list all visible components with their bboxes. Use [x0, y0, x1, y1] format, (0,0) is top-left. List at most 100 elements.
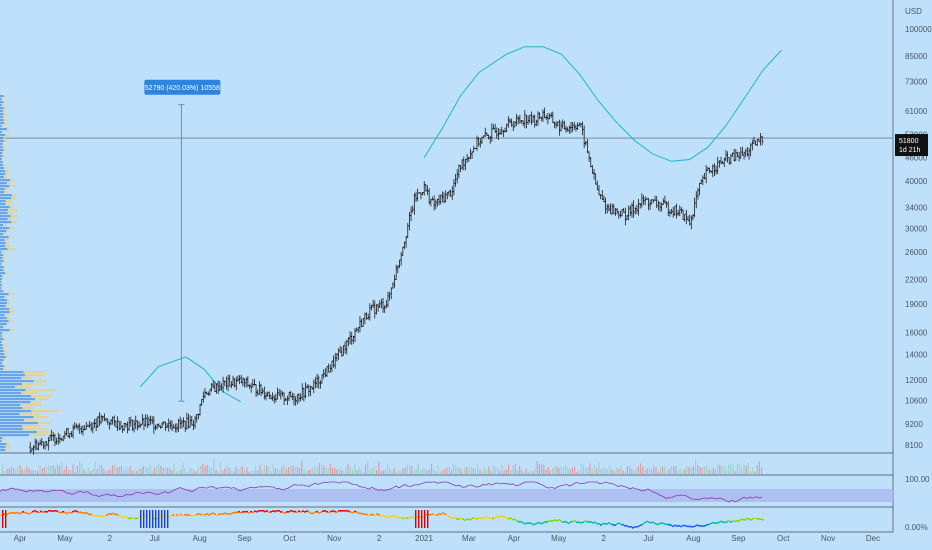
osc-line	[232, 512, 234, 514]
volume-bar	[15, 468, 17, 474]
time-axis[interactable]: Apr May 2 Jul Aug Sep Oct Nov 2 2021 Mar Apr May 2 Jul…	[14, 534, 880, 543]
volume-bar	[723, 466, 725, 474]
osc-line	[250, 510, 252, 513]
volume-bar	[120, 465, 122, 474]
osc-line	[82, 512, 84, 514]
signal-bar	[415, 510, 417, 528]
volume-bar	[527, 471, 529, 474]
osc-line	[408, 516, 410, 519]
osc-line	[594, 521, 596, 524]
volume-bar	[125, 466, 127, 474]
volume-bar	[728, 464, 730, 474]
osc-line	[230, 512, 232, 515]
osc-line	[334, 510, 336, 513]
osc-line	[536, 522, 538, 525]
osc-line	[288, 510, 290, 513]
osc-line	[540, 522, 542, 525]
osc-line	[380, 514, 382, 517]
osc-line	[20, 512, 22, 514]
osc-line	[610, 523, 612, 525]
osc-line	[714, 522, 716, 524]
volume-bar	[226, 465, 228, 474]
volume-bar	[46, 467, 48, 474]
osc-line	[728, 520, 730, 522]
signal-bar	[424, 510, 426, 528]
volume-bar	[547, 466, 549, 474]
volume-bar	[534, 468, 536, 474]
volume-bar	[433, 468, 435, 474]
osc-line	[494, 516, 496, 519]
volume-bar	[114, 464, 116, 474]
osc-line	[744, 518, 746, 521]
osc-line	[482, 517, 484, 519]
volume-bar	[670, 466, 672, 474]
volume-bar	[281, 466, 283, 474]
osc-line	[198, 513, 200, 515]
volume-bar	[90, 471, 92, 474]
volume-bar	[519, 465, 521, 474]
time-tick-label: Apr	[14, 534, 27, 543]
osc-line	[112, 512, 114, 515]
osc-line	[52, 510, 54, 513]
osc-line	[84, 512, 86, 514]
price-axis[interactable]: 8100 9200 10600 12000 14000 16000 19000 22000 26…	[905, 7, 932, 450]
volume-bar	[532, 471, 534, 474]
volume-bar	[525, 468, 527, 474]
osc-line	[46, 510, 48, 513]
osc-line	[644, 521, 646, 524]
volume-bar	[690, 467, 692, 474]
volume-bar	[193, 470, 195, 474]
volume-bar	[237, 469, 239, 474]
osc-line	[278, 510, 280, 512]
volume-bar	[373, 466, 375, 474]
osc-line	[362, 513, 364, 515]
osc-line	[740, 518, 742, 521]
osc-line	[760, 518, 762, 521]
volume-bar	[739, 464, 741, 474]
osc-line	[592, 521, 594, 524]
volume-bar	[611, 469, 613, 474]
osc-line	[14, 512, 16, 514]
osc-line	[138, 516, 140, 519]
osc-line	[716, 522, 718, 524]
osc-line	[450, 516, 452, 519]
volume-bar	[563, 466, 565, 474]
volume-bar	[706, 465, 708, 474]
osc-line	[676, 525, 678, 527]
osc-line	[56, 510, 58, 512]
osc-line	[700, 525, 702, 527]
volume-bar	[224, 468, 226, 474]
osc-line	[422, 515, 424, 518]
osc-line	[580, 521, 582, 524]
osc-line	[348, 510, 350, 513]
volume-bar	[48, 465, 50, 474]
osc-line	[48, 510, 50, 512]
osc-line	[678, 524, 680, 527]
osc-line	[552, 520, 554, 522]
volume-bar	[259, 464, 261, 474]
volume-bar	[316, 466, 318, 474]
osc-line	[488, 517, 490, 519]
osc-line	[356, 511, 358, 513]
volume-bar	[246, 467, 248, 474]
osc-line	[98, 515, 100, 517]
volume-bar	[338, 468, 340, 474]
osc-line	[674, 524, 676, 527]
volume-bar	[162, 467, 164, 474]
osc-line	[150, 517, 152, 520]
osc-line	[88, 513, 90, 516]
time-tick-label: Oct	[777, 534, 790, 543]
currency-label: USD	[905, 7, 922, 16]
osc-line	[686, 525, 688, 528]
volume-bar	[382, 470, 384, 474]
volume-bar	[422, 467, 424, 474]
volume-bar	[730, 464, 732, 474]
measure-tool[interactable]: 52790 (420.03%) 10558	[144, 79, 221, 402]
volume-bar	[543, 464, 545, 474]
volume-bar	[695, 460, 697, 474]
osc-line	[526, 522, 528, 524]
volume-bar	[292, 466, 294, 474]
osc-line	[118, 514, 120, 517]
osc-line	[652, 521, 654, 524]
